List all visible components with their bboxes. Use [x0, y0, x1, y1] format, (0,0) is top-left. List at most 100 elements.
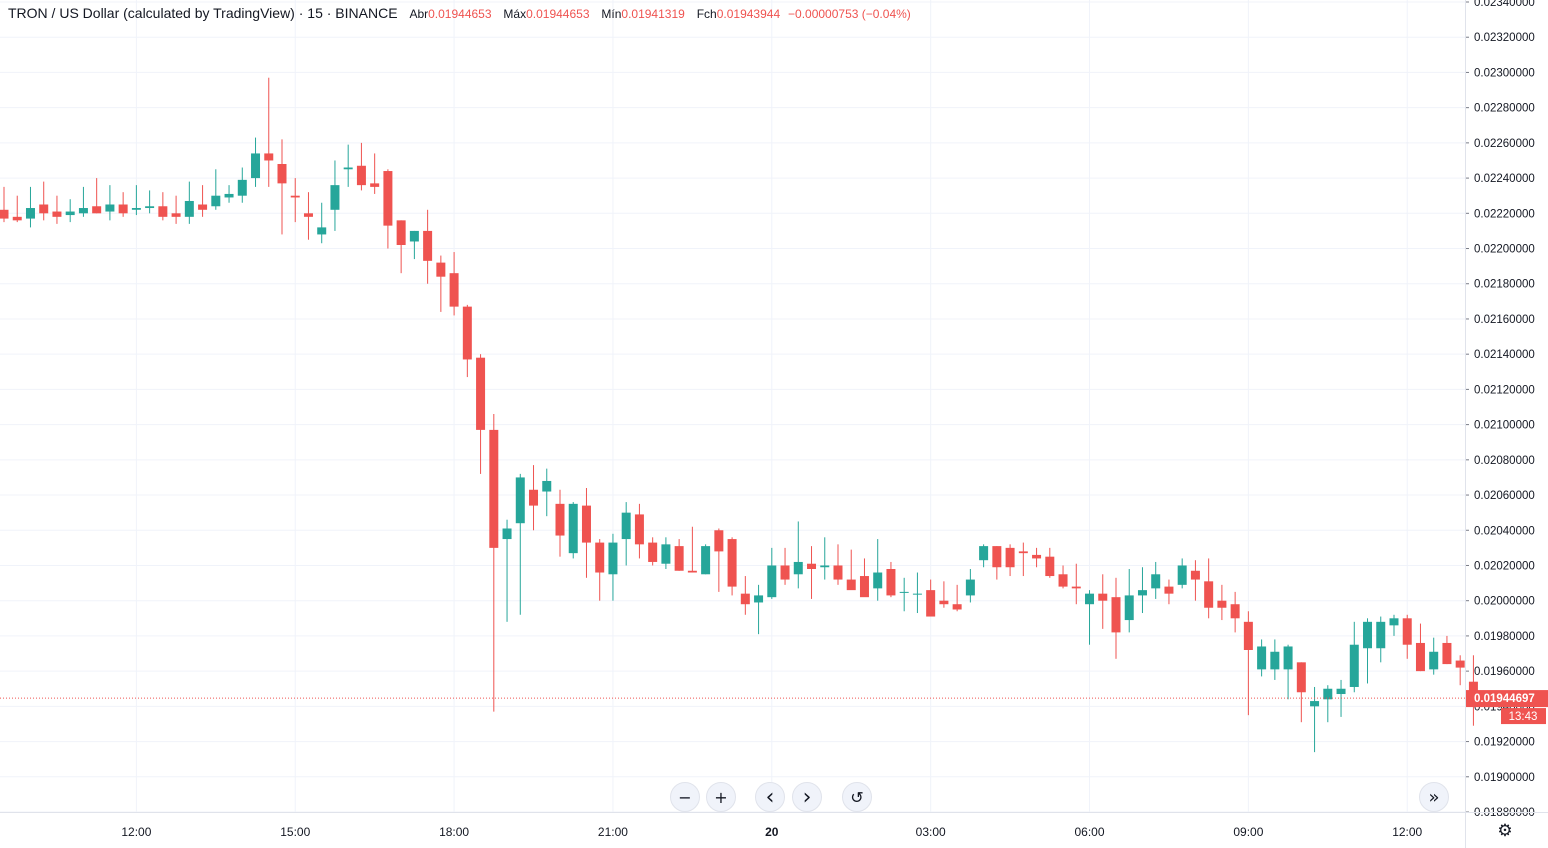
- candle: [754, 584, 764, 635]
- candle: [198, 185, 208, 217]
- candle-body: [542, 480, 552, 492]
- candle-body: [952, 604, 962, 610]
- candle-body: [820, 565, 830, 568]
- zoom-out-button[interactable]: −: [670, 782, 700, 812]
- candle-body: [1429, 651, 1439, 670]
- candle: [356, 142, 366, 191]
- candle: [1111, 577, 1121, 659]
- symbol-title[interactable]: TRON / US Dollar (calculated by TradingV…: [8, 5, 398, 21]
- candle-body: [476, 357, 486, 430]
- candle-body: [859, 576, 869, 598]
- high-value: 0.01944653: [526, 7, 590, 21]
- candle: [1177, 558, 1187, 589]
- candle: [581, 488, 591, 578]
- candle-body: [1177, 565, 1187, 585]
- candle: [12, 195, 22, 223]
- candle-body: [714, 530, 724, 552]
- settings-button[interactable]: ⚙: [1494, 820, 1516, 842]
- candle: [727, 537, 737, 596]
- candle: [158, 192, 168, 221]
- candle-body: [1296, 662, 1306, 693]
- candle: [423, 209, 433, 284]
- price-tick-label: 0.02320000: [1474, 32, 1535, 44]
- candle-body: [555, 503, 565, 536]
- price-tick-label: 0.02020000: [1474, 560, 1535, 572]
- candle-body: [409, 230, 419, 242]
- candle-body: [224, 193, 234, 198]
- last-price-label: 0.01944697: [1474, 693, 1535, 705]
- scroll-right-button[interactable]: ›: [792, 782, 822, 812]
- candle: [78, 186, 88, 217]
- candle: [1243, 611, 1253, 716]
- candle-body: [171, 213, 181, 217]
- candle-body: [568, 503, 578, 554]
- candle: [1204, 558, 1214, 619]
- scroll-left-button[interactable]: ‹: [755, 782, 785, 812]
- candle: [118, 192, 128, 217]
- candle-body: [39, 204, 49, 214]
- candle-body: [899, 591, 909, 593]
- price-tick-label: 0.01900000: [1474, 772, 1535, 784]
- candle-body: [1363, 621, 1373, 649]
- candle-body: [502, 528, 512, 540]
- candle-body: [1111, 597, 1121, 633]
- chevron-right-icon: ›: [802, 784, 812, 810]
- candle-body: [78, 208, 88, 214]
- time-tick-label: 12:00: [121, 825, 151, 839]
- candle: [674, 539, 684, 571]
- candle-body: [251, 153, 261, 179]
- candle-body: [1124, 595, 1134, 621]
- candle: [1058, 565, 1068, 589]
- candle: [767, 547, 777, 599]
- candle-body: [515, 477, 525, 524]
- symbol-legend: TRON / US Dollar (calculated by TradingV…: [8, 5, 911, 21]
- candle-body: [1243, 621, 1253, 650]
- candle-body: [145, 206, 155, 209]
- candle: [476, 354, 486, 474]
- candle: [436, 255, 446, 312]
- candle: [1442, 635, 1452, 665]
- candle: [542, 468, 552, 517]
- candle: [1429, 637, 1439, 675]
- candle-body: [92, 206, 102, 214]
- candle: [39, 181, 49, 221]
- candle: [65, 199, 75, 223]
- close-value: 0.01943944: [716, 7, 781, 21]
- candle: [1389, 614, 1399, 636]
- candle-body: [290, 195, 300, 198]
- candle: [237, 167, 247, 203]
- candle-body: [992, 546, 1002, 568]
- time-axis[interactable]: 12:00 15:00 18:00 21:00 20 03:00 06:00 09:00 12:…: [0, 812, 1548, 840]
- candle: [568, 502, 578, 559]
- minus-icon: −: [678, 787, 692, 807]
- candle-body: [807, 563, 817, 569]
- go-to-realtime-button[interactable]: »: [1419, 782, 1449, 812]
- candle-body: [1151, 574, 1161, 589]
- candle-body: [277, 164, 287, 184]
- candle: [952, 584, 962, 612]
- candle-body: [1336, 688, 1346, 695]
- candle: [52, 195, 62, 224]
- candle-body: [317, 227, 327, 235]
- price-tick-label: 0.02100000: [1474, 420, 1535, 432]
- zoom-in-button[interactable]: +: [706, 782, 736, 812]
- candle: [595, 539, 605, 601]
- candle-body: [105, 204, 115, 212]
- candle-body: [912, 593, 922, 595]
- grid-lines: [0, 0, 1465, 813]
- candle-body: [1032, 554, 1042, 559]
- high-label: Máx: [503, 7, 527, 21]
- candle: [1296, 662, 1306, 723]
- candle: [661, 537, 671, 569]
- change-value: −0.00000753 (−0.04%): [788, 7, 911, 21]
- candle-body: [1270, 651, 1280, 670]
- candle: [1085, 590, 1095, 645]
- reset-chart-button[interactable]: ↺: [842, 782, 872, 812]
- candle: [608, 533, 618, 601]
- candle: [0, 186, 9, 223]
- candle: [1151, 561, 1161, 599]
- candle-body: [1190, 570, 1200, 580]
- candle: [1124, 569, 1134, 633]
- candle-body: [926, 590, 936, 617]
